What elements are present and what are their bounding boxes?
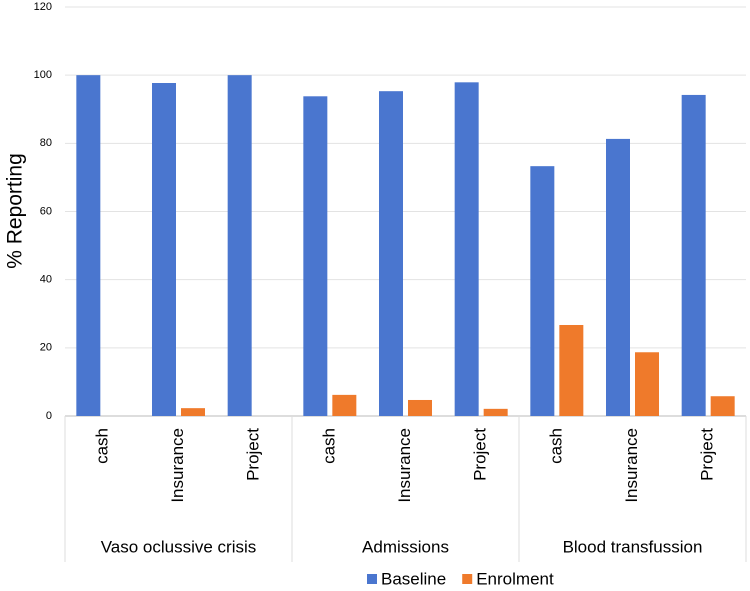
bar [303, 96, 328, 416]
x-tick-label: Project [698, 428, 717, 481]
x-tick-label: Project [471, 428, 490, 481]
y-axis-label: % Reporting [4, 153, 27, 269]
y-tick-label: 0 [46, 410, 52, 422]
bar [152, 83, 176, 417]
bar [227, 75, 252, 417]
bar [332, 394, 357, 416]
bar [681, 94, 706, 416]
y-tick-label: 100 [34, 69, 52, 81]
group-label: Admissions [362, 537, 449, 556]
y-tick-label: 40 [40, 274, 52, 286]
x-tick-label: Project [244, 428, 263, 481]
x-tick-label: Insurance [168, 428, 187, 503]
bar [379, 91, 403, 416]
y-tick-label: 80 [40, 137, 52, 149]
x-tick-label: Insurance [395, 428, 414, 503]
y-tick-label: 120 [34, 1, 52, 13]
group-label: Vaso oclussive crisis [101, 537, 257, 556]
group-label: Blood transfussion [563, 537, 703, 556]
x-tick-label: cash [546, 428, 565, 464]
legend-swatch [462, 574, 473, 584]
x-tick-label: cash [319, 428, 338, 464]
y-tick-label: 20 [40, 342, 52, 354]
bar [635, 352, 659, 416]
x-tick-label: Insurance [622, 428, 641, 503]
legend-label: Baseline [381, 569, 446, 588]
bar [408, 399, 432, 416]
bar [530, 166, 555, 416]
bar [454, 82, 479, 417]
legend-swatch [367, 574, 377, 584]
y-tick-label: 60 [40, 205, 52, 217]
bar [559, 324, 584, 416]
bar [606, 138, 630, 416]
legend-label: Enrolment [476, 569, 554, 588]
bar [710, 396, 735, 416]
bar [76, 75, 101, 417]
x-tick-label: cash [92, 428, 111, 464]
bar [181, 408, 205, 416]
bar [483, 408, 508, 416]
